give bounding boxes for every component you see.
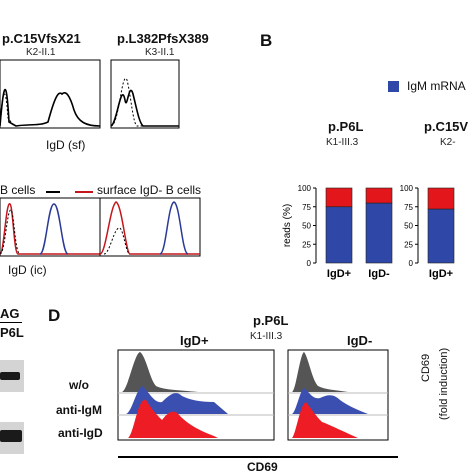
panel-c-divider [0,322,22,323]
bar-segment [325,206,353,264]
panel-d-x-axis [118,456,398,458]
bar-segment [365,187,393,204]
y-tick-label: 50 [404,222,413,231]
xlabel-igd-ic: IgD (ic) [8,263,47,277]
chart-subtitle-2: K2- [440,137,456,148]
legend-igm-label: IgM mRNA [407,79,466,93]
bar-chart-1: 0 25 50 75 100 reads (%) IgD+ IgD- [282,184,393,280]
legend-igm-swatch [388,81,399,92]
legend-igd-neg-swatch [46,191,60,193]
panel-d-mutation: p.P6L [253,313,289,328]
y-tick-label: 25 [302,240,311,249]
flow-histograms-igd-pos [117,349,275,441]
legend-igd-pos-label: B cells [0,183,36,197]
x-tick-label: IgD- [368,268,390,280]
patient-label-1: K2-II.1 [26,47,56,58]
bar-segment [427,208,455,264]
col-igd-pos: IgD+ [180,333,209,348]
x-tick-label: IgD+ [429,268,453,280]
row-label-wo: w/o [69,378,89,392]
y-tick-label: 75 [302,203,311,212]
histogram-ic-1 [0,197,101,257]
patient-label-2: K3-II.1 [145,47,175,58]
bar-segment [365,202,393,264]
y-tick-label: 100 [298,184,312,193]
flow-histograms-igd-neg [287,349,389,441]
legend-igd-neg-label: surface IgD- B cells [97,183,202,197]
xlabel-igd-sf: IgD (sf) [46,138,86,152]
chart-title-1: p.P6L [328,119,364,134]
western-blot [0,360,24,454]
col-igd-neg: IgD- [347,333,373,348]
panel-letter-d: D [48,306,61,325]
y-tick-label: 25 [404,240,413,249]
y-tick-label: 75 [404,203,413,212]
mutation-label-1: p.C15VfsX21 [2,31,81,46]
chart-title-2: p.C15V [424,119,469,134]
y-axis-label: reads (%) [282,204,293,247]
panel-c-lane-label: P6L [0,325,24,340]
panel-d-xlabel: CD69 [247,460,278,474]
legend-red-swatch [75,191,93,193]
mutation-label-2: p.L382PfsX389 [117,31,209,46]
y-tick-label: 0 [409,259,414,268]
histogram-ic-2 [99,197,201,257]
histogram-sf-1 [0,59,101,129]
panel-d-patient: K1-III.3 [250,331,283,342]
panel-letter-b: B [260,31,273,50]
histogram-sf-2 [110,59,180,129]
panel-c-header: AG [0,306,20,321]
y-tick-label: 0 [307,259,312,268]
chart-subtitle-1: K1-III.3 [326,137,359,148]
row-label-anti-igd: anti-IgD [58,426,103,440]
bar-segment [325,187,353,208]
x-tick-label: IgD+ [327,268,351,280]
y-tick-label: 50 [302,222,311,231]
side-label-fold: (fold induction) [438,347,450,420]
bar-chart-2: 0 25 50 75 100 IgD+ [400,184,455,280]
y-tick-label: 100 [400,184,414,193]
side-label-cd69: CD69 [420,353,432,382]
row-label-anti-igm: anti-IgM [56,403,102,417]
bar-segment [427,187,455,210]
